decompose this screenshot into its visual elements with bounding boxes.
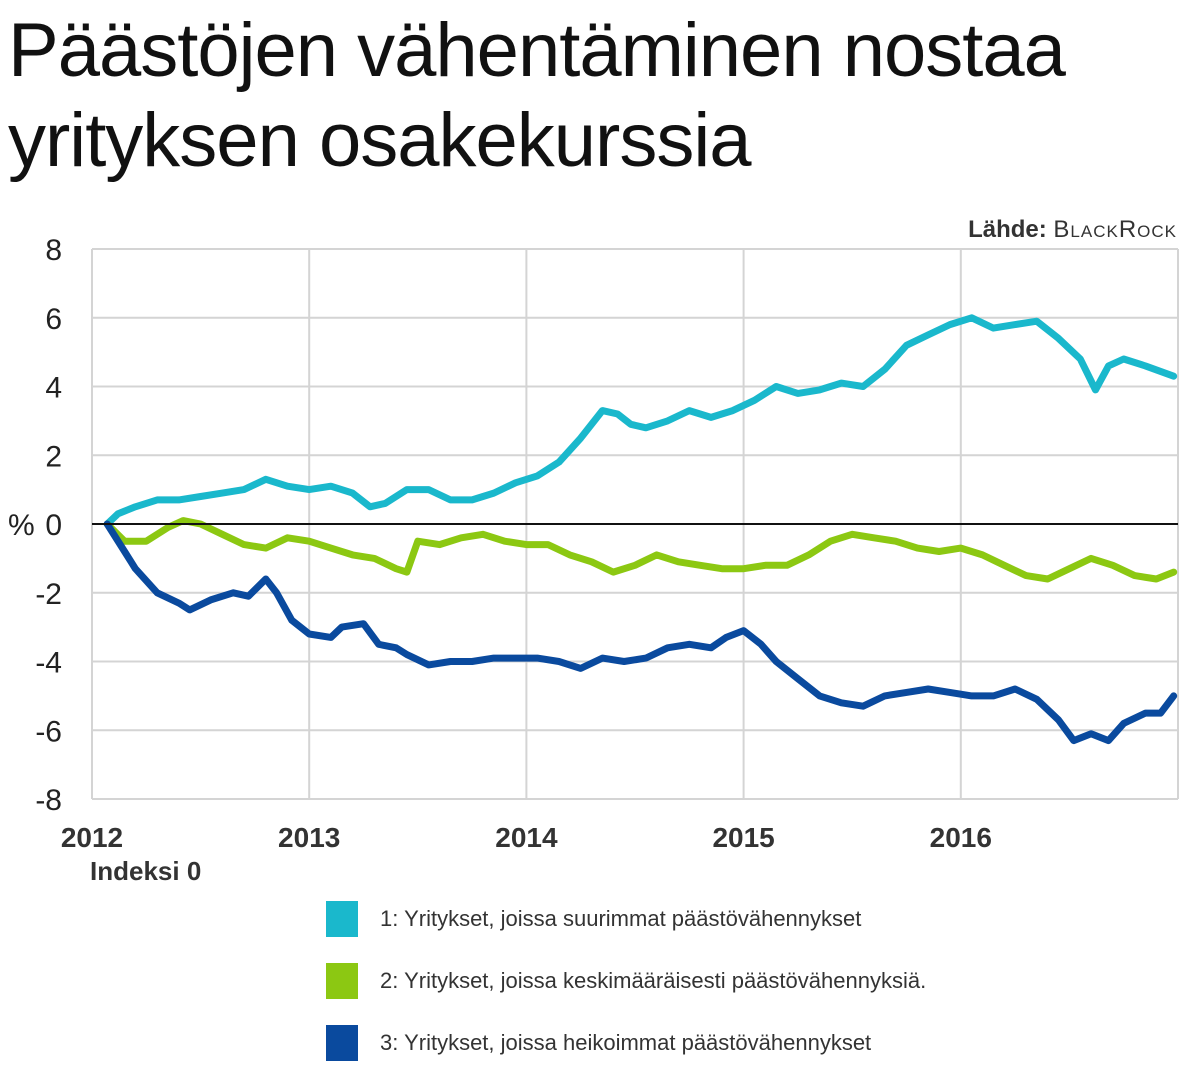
y-tick-label: -8 (35, 784, 62, 817)
y-tick-label: 8 (45, 234, 62, 267)
x-tick-label: 2014 (495, 822, 558, 853)
source-name: BlackRock (1053, 216, 1177, 243)
y-tick-label: 0 (45, 509, 62, 542)
index-note: Indeksi 0 (90, 856, 202, 886)
source-note: Lähde: BlackRock (968, 216, 1177, 244)
y-tick-label: -2 (35, 578, 62, 611)
series-line-3 (103, 520, 1178, 745)
x-tick-label: 2012 (61, 822, 123, 853)
legend-label: 3: Yritykset, joissa heikoimmat päästövä… (380, 1030, 872, 1055)
source-label: Lähde: (968, 216, 1047, 243)
y-axis-unit-label: % (8, 509, 35, 542)
x-tick-label: 2016 (930, 822, 992, 853)
series-line-1 (103, 314, 1178, 528)
y-tick-label: 6 (45, 303, 62, 336)
chart-title: Päästöjen vähentäminen nostaa yrityksen … (8, 8, 1066, 183)
legend-swatch (326, 901, 358, 937)
legend: 1: Yritykset, joissa suurimmat päästöväh… (326, 888, 926, 1074)
legend-item: 2: Yritykset, joissa keskimääräisesti pä… (326, 950, 926, 1012)
legend-label: 2: Yritykset, joissa keskimääräisesti pä… (380, 968, 927, 993)
x-tick-label: 2015 (712, 822, 774, 853)
y-tick-label: -4 (35, 647, 62, 680)
y-tick-label: 4 (45, 372, 62, 405)
legend-item: 3: Yritykset, joissa heikoimmat päästövä… (326, 1012, 926, 1074)
legend-swatch (326, 963, 358, 999)
y-tick-label: -6 (35, 715, 62, 748)
y-tick-label: 2 (45, 440, 62, 473)
x-tick-label: 2013 (278, 822, 340, 853)
series-line-2 (103, 517, 1178, 583)
legend-swatch (326, 1025, 358, 1061)
legend-item: 1: Yritykset, joissa suurimmat päästöväh… (326, 888, 926, 950)
legend-label: 1: Yritykset, joissa suurimmat päästöväh… (380, 906, 862, 931)
